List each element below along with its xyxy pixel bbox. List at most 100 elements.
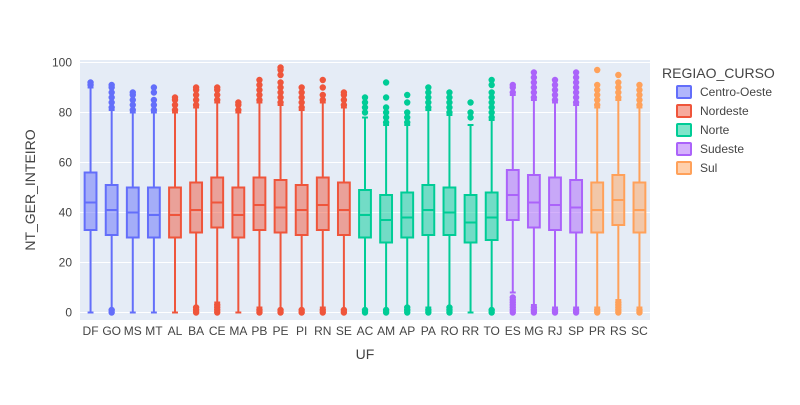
box-MS[interactable] — [125, 89, 140, 314]
outlier-point — [171, 106, 179, 114]
outlier-point — [298, 94, 305, 101]
y-tick-label: 40 — [59, 206, 73, 220]
box-RS[interactable] — [611, 71, 626, 316]
outlier-point — [214, 301, 221, 309]
box-MT[interactable] — [146, 84, 161, 314]
legend-item-norte[interactable]: Norte — [676, 123, 730, 137]
outlier-point — [488, 89, 495, 96]
x-tick-label: RS — [610, 324, 627, 338]
box-ES[interactable] — [505, 81, 520, 316]
outlier-point — [319, 91, 326, 99]
box-MA[interactable] — [231, 99, 246, 314]
outlier-point — [298, 306, 305, 314]
legend-items[interactable]: Centro-Oeste Nordeste Norte Sudeste Sul — [676, 85, 772, 175]
box-PA[interactable] — [421, 84, 436, 316]
outlier-point — [192, 84, 200, 91]
outlier-point — [636, 81, 643, 89]
outlier-point — [319, 306, 326, 314]
outlier-point — [467, 114, 474, 121]
outlier-point — [382, 109, 390, 116]
outlier-point — [615, 89, 622, 96]
outlier-point — [382, 104, 390, 111]
box-AC[interactable] — [358, 94, 372, 316]
box-RN[interactable] — [315, 76, 330, 316]
outlier-point — [467, 109, 474, 116]
outlier-point — [340, 101, 348, 109]
outlier-point — [150, 101, 158, 109]
outlier-point — [214, 91, 221, 99]
outlier-point — [298, 89, 305, 96]
box-SE[interactable] — [336, 89, 351, 316]
outlier-point — [551, 76, 559, 84]
box-PR[interactable] — [590, 66, 605, 316]
outlier-point — [509, 81, 516, 89]
box-RJ[interactable] — [548, 76, 562, 316]
outlier-point — [636, 96, 643, 104]
x-tick-label: RR — [462, 324, 480, 338]
iqr-box — [252, 176, 267, 231]
outlier-point — [340, 96, 348, 104]
outlier-point — [572, 89, 580, 96]
legend-label: Sudeste — [700, 142, 744, 156]
box-AM[interactable] — [379, 79, 394, 316]
legend-swatch — [676, 142, 692, 156]
outlier-point — [488, 81, 495, 89]
outlier-point — [277, 94, 284, 101]
outlier-point — [382, 306, 390, 314]
box-PI[interactable] — [294, 84, 309, 316]
legend-item-nordeste[interactable]: Nordeste — [676, 104, 749, 118]
box-GO[interactable] — [104, 81, 119, 316]
outlier-point — [277, 306, 284, 314]
outlier-point — [361, 94, 369, 101]
iqr-box — [379, 194, 394, 244]
box-CE[interactable] — [210, 84, 225, 316]
outlier-point — [171, 94, 179, 101]
box-AL[interactable] — [168, 94, 182, 314]
box-PE[interactable] — [273, 64, 288, 316]
box-RO[interactable] — [442, 89, 457, 316]
outlier-point — [636, 86, 643, 94]
outlier-point — [235, 99, 242, 106]
x-tick-label: GO — [102, 324, 121, 338]
outlier-point — [425, 94, 432, 101]
box-SC[interactable] — [632, 81, 647, 316]
outlier-point — [298, 99, 305, 106]
x-tick-label: PR — [589, 324, 606, 338]
legend-swatch — [676, 123, 692, 137]
box-AP[interactable] — [400, 91, 415, 316]
x-axis-title: UF — [356, 346, 375, 362]
box-RR[interactable] — [463, 99, 478, 314]
legend-item-centro-oeste[interactable]: Centro-Oeste — [676, 85, 772, 99]
outlier-point — [150, 106, 158, 114]
iqr-box — [400, 191, 415, 239]
outlier-point — [488, 114, 495, 121]
outlier-point — [488, 94, 495, 101]
iqr-box — [189, 181, 204, 234]
box-BA[interactable] — [189, 84, 204, 316]
box-PB[interactable] — [252, 76, 267, 316]
outlier-point — [530, 74, 538, 81]
x-tick-label: CE — [209, 324, 226, 338]
x-tick-label: AL — [168, 324, 183, 338]
box-DF[interactable] — [83, 79, 98, 314]
legend-item-sul[interactable]: Sul — [676, 161, 717, 175]
box-SP[interactable] — [569, 69, 584, 316]
outlier-point — [277, 71, 284, 79]
outlier-point — [108, 99, 115, 106]
outlier-point — [108, 89, 115, 96]
legend-item-sudeste[interactable]: Sudeste — [676, 142, 744, 156]
box-TO[interactable] — [484, 76, 499, 316]
x-tick-label: MT — [145, 324, 163, 338]
outlier-point — [615, 79, 622, 86]
legend-swatch — [676, 85, 692, 99]
x-tick-label: BA — [188, 324, 204, 338]
box-MG[interactable] — [526, 69, 541, 316]
outlier-point — [551, 86, 559, 94]
x-tick-label: SC — [631, 324, 648, 338]
x-tick-label: SE — [336, 324, 352, 338]
legend[interactable]: REGIAO_CURSO Centro-Oeste Nordeste Norte Su… — [662, 65, 775, 175]
outlier-point — [572, 306, 580, 314]
outlier-point — [446, 94, 453, 101]
outlier-point — [488, 104, 495, 111]
outlier-point — [530, 69, 538, 76]
